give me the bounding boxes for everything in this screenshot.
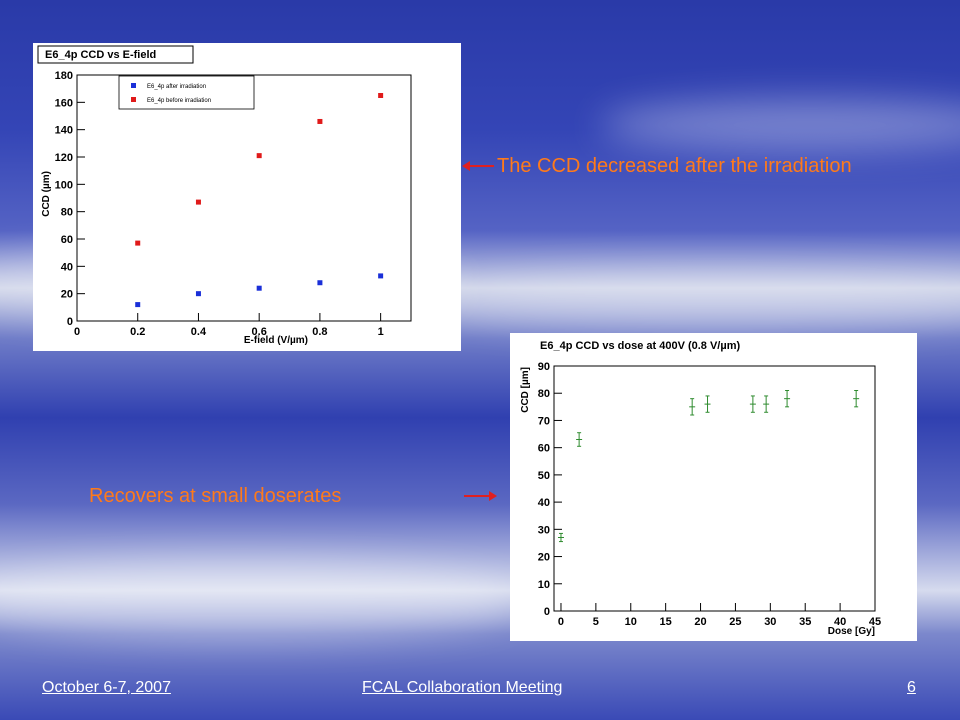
y-tick-label: 80 <box>61 207 73 219</box>
data-point <box>378 93 384 98</box>
x-tick-label: 40 <box>834 616 846 628</box>
x-tick-label: 1 <box>378 326 384 338</box>
arrow-bottom-head <box>489 491 497 501</box>
legend-label: E6_4p before irradiation <box>147 98 211 104</box>
y-tick-label: 60 <box>538 443 550 455</box>
data-point <box>135 240 141 246</box>
y-tick-label: 90 <box>538 361 550 373</box>
footer-date: October 6-7, 2007 <box>42 679 171 696</box>
arrow-bottom <box>464 495 490 497</box>
y-tick-label: 20 <box>61 289 73 301</box>
y-tick-label: 0 <box>67 316 73 328</box>
data-point <box>317 118 323 124</box>
x-tick-label: 15 <box>660 616 672 628</box>
legend-box <box>118 75 255 110</box>
y-axis-label: CCD (µm) <box>41 171 52 217</box>
annotation-top: The CCD decreased after the irradiation <box>497 155 852 177</box>
data-point <box>135 302 141 308</box>
y-tick-label: 60 <box>61 234 73 246</box>
chart-ccd-vs-dose-svg: E6_4p CCD vs dose at 400V (0.8 V/µm) 0 10 2… <box>520 340 881 637</box>
y-tick-label: 30 <box>538 524 550 536</box>
y-tick-label: 180 <box>55 70 73 82</box>
legend-marker <box>131 83 136 88</box>
x-tick-label: 0.4 <box>191 326 207 338</box>
x-tick-label: 0.2 <box>130 326 145 338</box>
y-tick-label: 120 <box>55 152 73 164</box>
y-tick-label: 40 <box>61 261 73 273</box>
chart-title-box <box>37 45 194 64</box>
y-tick-label: 100 <box>55 179 73 191</box>
x-tick-label: 10 <box>625 616 637 628</box>
legend-marker <box>131 97 136 102</box>
chart-ccd-vs-efield: E6_4p CCD vs E-field 0 20 40 60 80 100 120 140 16… <box>33 43 461 351</box>
x-tick-label: 0.6 <box>252 326 267 338</box>
plot-frame <box>553 365 876 612</box>
y-tick-label: 160 <box>55 97 73 109</box>
x-tick-label: 35 <box>799 616 811 628</box>
y-tick-label: 20 <box>538 552 550 564</box>
data-point <box>317 280 323 286</box>
y-axis-label: CCD [µm] <box>520 367 531 413</box>
data-point <box>195 291 201 297</box>
data-point <box>378 273 384 279</box>
y-tick-label: 50 <box>538 470 550 482</box>
y-tick-label: 10 <box>538 579 550 591</box>
chart-title: E6_4p CCD vs dose at 400V (0.8 V/µm) <box>540 340 740 352</box>
footer-page-number: 6 <box>907 679 916 696</box>
arrow-top <box>468 165 494 167</box>
x-tick-label: 0.8 <box>312 326 327 338</box>
chart-ccd-vs-efield-svg: E6_4p CCD vs E-field 0 20 40 60 80 100 120 140 16… <box>37 45 412 346</box>
data-point <box>256 153 262 159</box>
annotation-bottom: Recovers at small doserates <box>89 485 342 507</box>
x-tick-label: 0 <box>558 616 564 628</box>
x-tick-label: 5 <box>593 616 599 628</box>
plot-frame <box>76 74 412 322</box>
chart-ccd-vs-dose: E6_4p CCD vs dose at 400V (0.8 V/µm) 0 10 2… <box>510 333 917 641</box>
arrow-top-head <box>462 161 470 171</box>
y-tick-label: 40 <box>538 497 550 509</box>
footer-title: FCAL Collaboration Meeting <box>362 679 563 696</box>
chart-title: E6_4p CCD vs E-field <box>45 49 156 61</box>
x-tick-label: 30 <box>764 616 776 628</box>
x-tick-label: 45 <box>869 616 881 628</box>
x-tick-label: 20 <box>694 616 706 628</box>
x-tick-label: 0 <box>74 326 80 338</box>
data-point <box>195 199 201 205</box>
data-point <box>256 285 262 291</box>
y-tick-label: 140 <box>55 125 73 137</box>
x-axis-label: E-field (V/µm) <box>244 335 308 346</box>
x-tick-label: 25 <box>729 616 741 628</box>
y-tick-label: 80 <box>538 388 550 400</box>
legend-label: E6_4p after irradiation <box>147 84 206 90</box>
y-tick-label: 0 <box>544 606 550 618</box>
y-tick-label: 70 <box>538 415 550 427</box>
x-axis-label: Dose [Gy] <box>828 626 875 637</box>
